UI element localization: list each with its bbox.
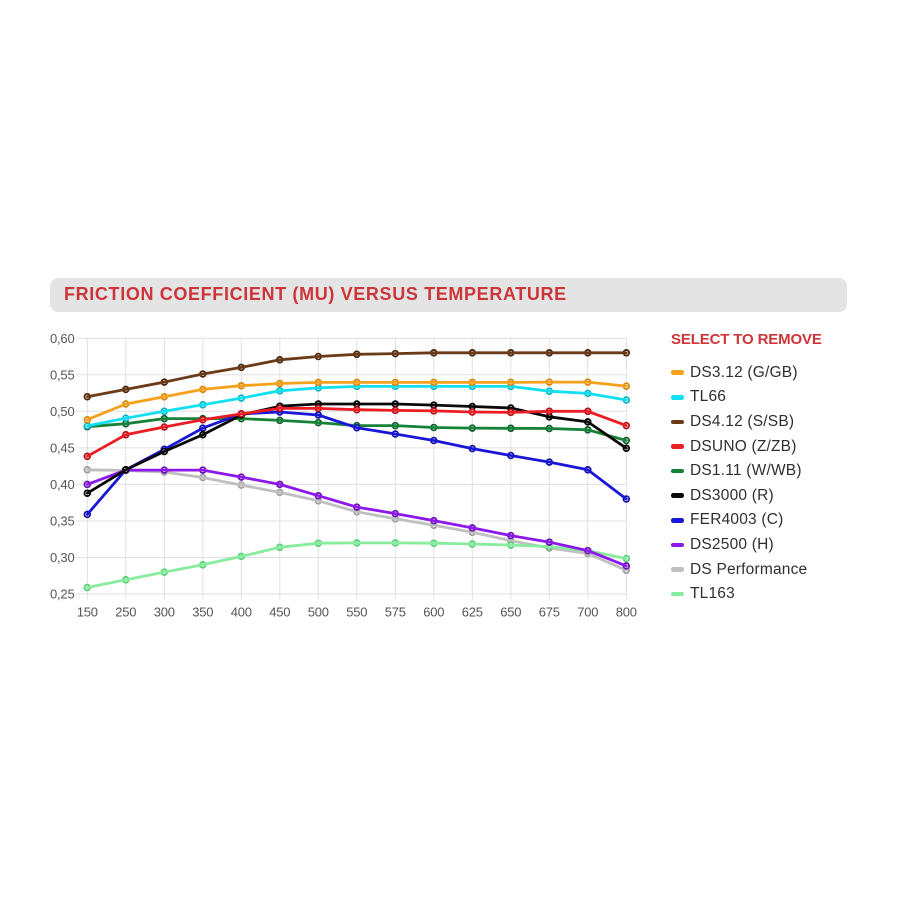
svg-text:550: 550	[346, 605, 367, 620]
svg-text:500: 500	[308, 605, 329, 620]
svg-text:0,60: 0,60	[50, 331, 75, 346]
svg-text:300: 300	[154, 605, 175, 620]
svg-text:0,25: 0,25	[50, 587, 75, 602]
svg-text:600: 600	[423, 605, 444, 620]
svg-text:400: 400	[231, 605, 252, 620]
svg-text:700: 700	[577, 605, 598, 620]
svg-text:150: 150	[77, 605, 98, 620]
svg-text:800: 800	[616, 605, 637, 620]
svg-text:450: 450	[269, 605, 290, 620]
svg-text:0,50: 0,50	[50, 404, 75, 419]
svg-text:350: 350	[192, 605, 213, 620]
svg-text:675: 675	[539, 605, 560, 620]
svg-text:575: 575	[385, 605, 406, 620]
svg-text:0,55: 0,55	[50, 367, 75, 382]
svg-text:0,30: 0,30	[50, 550, 75, 565]
svg-text:250: 250	[115, 605, 136, 620]
svg-text:625: 625	[462, 605, 483, 620]
svg-text:0,35: 0,35	[50, 514, 75, 529]
svg-text:0,40: 0,40	[50, 477, 75, 492]
svg-text:0,45: 0,45	[50, 441, 75, 456]
svg-text:650: 650	[500, 605, 521, 620]
